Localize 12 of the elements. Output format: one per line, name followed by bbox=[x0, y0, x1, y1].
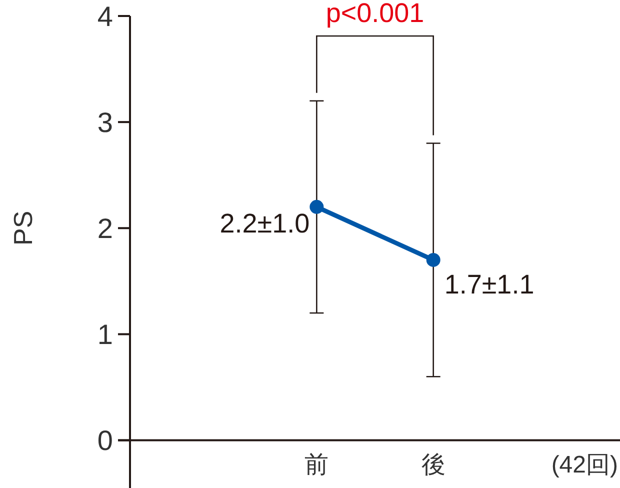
y-tick-label: 1 bbox=[97, 319, 113, 350]
annotation: p<0.001 bbox=[326, 0, 424, 28]
x-tick-label: 前 bbox=[304, 451, 329, 478]
y-tick-label: 4 bbox=[97, 0, 113, 32]
data-label: 2.2±1.0 bbox=[220, 208, 310, 238]
y-tick-label: 3 bbox=[97, 106, 113, 138]
y-axis-title: PS bbox=[8, 210, 38, 246]
data-label: 1.7±1.1 bbox=[444, 269, 534, 300]
y-tick-label: 0 bbox=[97, 425, 113, 456]
x-axis-title: (42回) bbox=[551, 451, 618, 478]
y-tick-label: 2 bbox=[97, 212, 113, 244]
x-tick-label: 後 bbox=[421, 451, 446, 478]
